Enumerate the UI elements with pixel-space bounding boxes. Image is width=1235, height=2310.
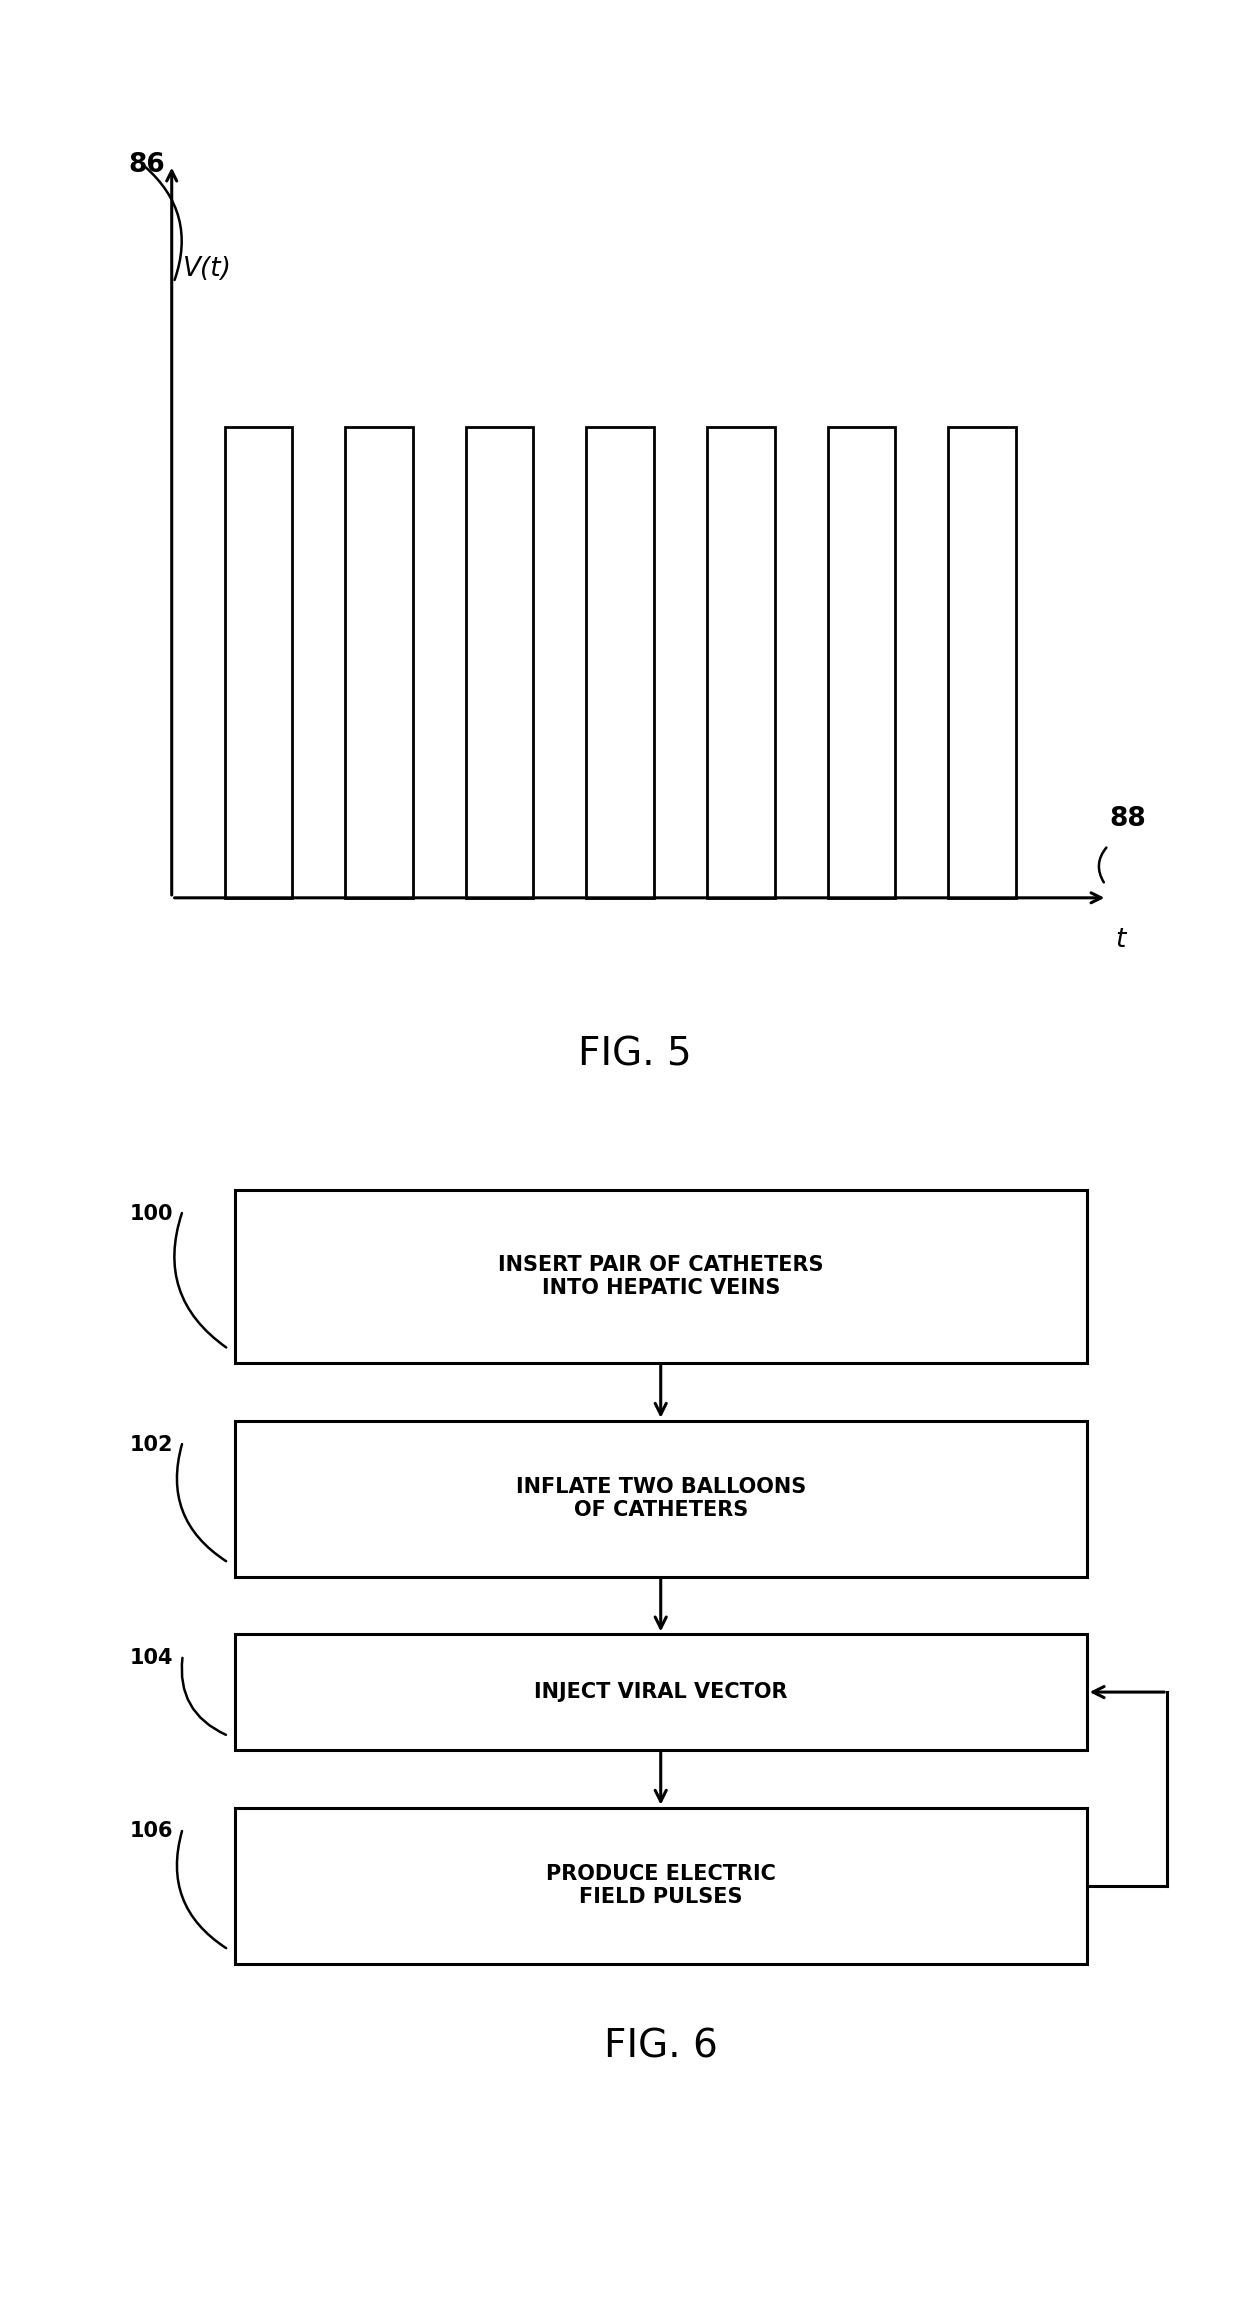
Bar [948,427,1015,899]
Text: 106: 106 [130,1820,173,1841]
Bar [225,427,293,899]
Text: 88: 88 [1109,806,1146,832]
Text: 102: 102 [130,1435,173,1455]
Bar [235,1633,1087,1751]
Text: FIG. 5: FIG. 5 [578,1035,692,1074]
Text: PRODUCE ELECTRIC
FIELD PULSES: PRODUCE ELECTRIC FIELD PULSES [546,1864,776,1908]
Text: 86: 86 [128,152,165,178]
Text: t: t [1115,926,1125,954]
Bar [827,427,895,899]
Text: V(t): V(t) [183,256,232,282]
Bar [235,1190,1087,1363]
Text: FIG. 6: FIG. 6 [604,2028,718,2065]
Bar [235,1806,1087,1964]
Text: INSERT PAIR OF CATHETERS
INTO HEPATIC VEINS: INSERT PAIR OF CATHETERS INTO HEPATIC VE… [498,1254,824,1298]
Bar [587,427,655,899]
Text: INFLATE TWO BALLOONS
OF CATHETERS: INFLATE TWO BALLOONS OF CATHETERS [515,1476,806,1520]
Bar [235,1421,1087,1575]
Text: INJECT VIRAL VECTOR: INJECT VIRAL VECTOR [534,1682,788,1702]
Bar [466,427,534,899]
Bar [346,427,412,899]
Text: 104: 104 [130,1647,173,1668]
Bar [706,427,774,899]
Text: 100: 100 [130,1204,173,1224]
